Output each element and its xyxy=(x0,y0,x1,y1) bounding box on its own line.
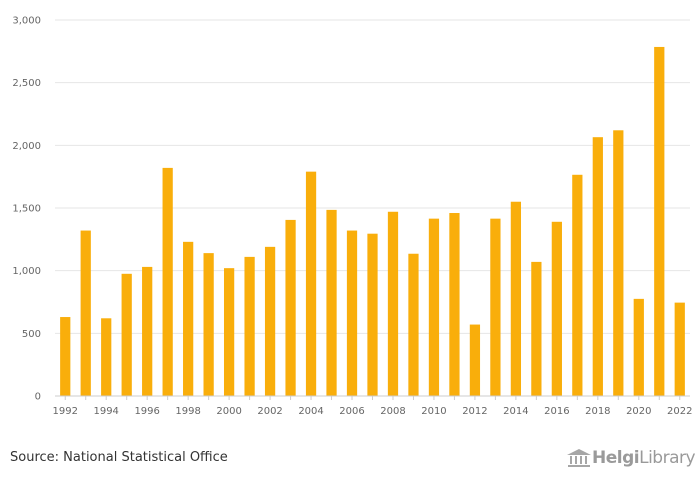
bar-2022 xyxy=(674,302,685,396)
bars xyxy=(60,46,685,397)
bar-2010 xyxy=(428,218,440,396)
y-tick-label: 2,000 xyxy=(12,141,41,152)
x-tick-label: 2012 xyxy=(462,406,487,417)
bar-chart: 0 500 1,000 1,500 2,000 2,500 3,000 1992 1994 199… xyxy=(12,16,692,418)
grid-lines xyxy=(55,19,690,334)
bar-1993 xyxy=(80,230,91,396)
bar-2000 xyxy=(223,268,235,396)
bar-1998 xyxy=(183,241,194,396)
library-building-icon xyxy=(567,449,591,467)
helgilibrary-logo: HelgiLibrary xyxy=(566,446,696,470)
bar-1997 xyxy=(162,167,173,396)
bar-2018 xyxy=(592,137,603,397)
x-tick-label: 2002 xyxy=(257,406,282,417)
bar-1992 xyxy=(60,317,71,396)
bar-2013 xyxy=(490,218,501,396)
x-tick-label: 1992 xyxy=(53,406,78,417)
x-tick-label: 2020 xyxy=(626,406,651,417)
y-tick-label: 1,000 xyxy=(12,266,41,277)
bar-2017 xyxy=(572,174,583,396)
y-tick-label: 500 xyxy=(22,329,41,340)
bar-2012 xyxy=(469,324,481,396)
bar-1995 xyxy=(121,273,132,396)
x-tick-label: 2016 xyxy=(544,406,569,417)
logo-regular-text: Library xyxy=(639,448,696,468)
bar-2003 xyxy=(285,219,296,396)
y-tick-label: 1,500 xyxy=(12,204,41,215)
x-tick-label: 1998 xyxy=(175,406,200,417)
source-note: Source: National Statistical Office xyxy=(10,450,228,465)
x-tick-label: 2010 xyxy=(421,406,446,417)
y-tick-label: 3,000 xyxy=(12,16,41,27)
bar-2006 xyxy=(346,230,358,396)
x-tick-label: 1996 xyxy=(134,406,159,417)
bar-2009 xyxy=(408,253,419,396)
logo-bold-text: Helgi xyxy=(592,448,640,468)
x-tick-label: 1994 xyxy=(93,406,118,417)
bar-2021 xyxy=(654,46,665,397)
bar-2015 xyxy=(531,261,542,396)
bar-2020 xyxy=(633,298,644,396)
bar-2002 xyxy=(264,246,276,396)
bar-2011 xyxy=(449,213,460,396)
bar-1994 xyxy=(101,318,112,396)
y-tick-label: 0 xyxy=(35,392,41,403)
logo-text: HelgiLibrary xyxy=(592,448,696,468)
x-tick-label: 2006 xyxy=(339,406,364,417)
y-tick-label: 2,500 xyxy=(12,78,41,89)
bar-2014 xyxy=(510,201,522,396)
x-tick-label: 2022 xyxy=(667,406,692,417)
bar-1996 xyxy=(142,266,153,396)
bar-2019 xyxy=(613,130,624,396)
bar-2016 xyxy=(551,221,562,396)
bar-2005 xyxy=(326,209,337,396)
x-tick-label: 2018 xyxy=(585,406,610,417)
bar-2008 xyxy=(387,211,399,396)
axes: 0 500 1,000 1,500 2,000 2,500 3,000 1992 1994 199… xyxy=(12,16,692,418)
bar-2007 xyxy=(367,233,378,396)
x-tick-label: 2008 xyxy=(380,406,405,417)
bar-1999 xyxy=(203,253,214,396)
bar-2001 xyxy=(244,256,255,396)
bar-2004 xyxy=(305,171,317,396)
x-tick-label: 2004 xyxy=(298,406,323,417)
x-tick-label: 2000 xyxy=(216,406,241,417)
x-tick-label: 2014 xyxy=(503,406,528,417)
